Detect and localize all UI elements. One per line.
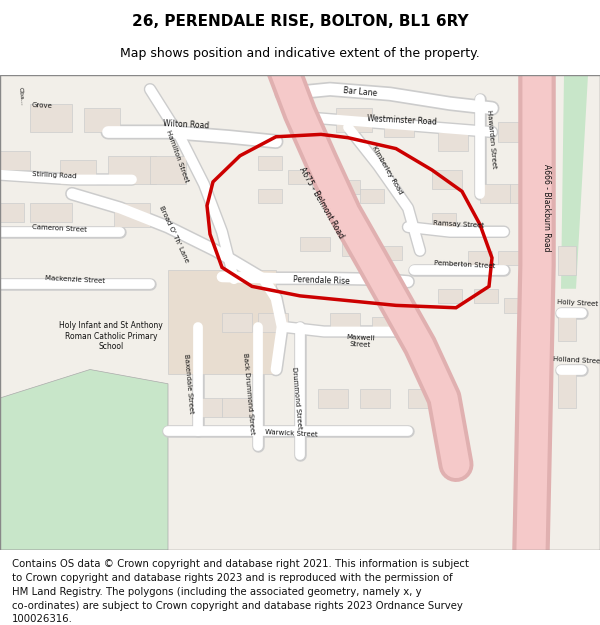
Text: Back Drummond Street: Back Drummond Street: [242, 352, 256, 434]
Bar: [432, 213, 456, 227]
Bar: [168, 270, 276, 374]
Bar: [558, 369, 576, 408]
Text: Cameron Street: Cameron Street: [32, 224, 88, 233]
Bar: [60, 161, 96, 184]
Text: co-ordinates) are subject to Crown copyright and database rights 2023 Ordnance S: co-ordinates) are subject to Crown copyr…: [12, 601, 463, 611]
Bar: [0, 151, 30, 170]
Bar: [384, 118, 414, 137]
Bar: [192, 398, 222, 417]
Bar: [480, 184, 510, 203]
Text: Oba...: Oba...: [17, 87, 25, 106]
Text: Hamilton Street: Hamilton Street: [165, 129, 189, 182]
Bar: [360, 389, 390, 408]
Text: 100026316.: 100026316.: [12, 614, 73, 624]
Bar: [432, 170, 462, 189]
Text: Kimberley Road: Kimberley Road: [371, 145, 403, 195]
Text: Mackenzie Street: Mackenzie Street: [45, 274, 105, 284]
Polygon shape: [561, 75, 588, 289]
Text: Holy Infant and St Anthony
Roman Catholic Primary
School: Holy Infant and St Anthony Roman Catholi…: [59, 321, 163, 351]
Text: Pemberton Street: Pemberton Street: [434, 261, 496, 269]
Bar: [336, 179, 360, 194]
Bar: [108, 156, 156, 184]
Text: A675 - Belmont Road: A675 - Belmont Road: [297, 166, 345, 241]
Text: Ramsay Street: Ramsay Street: [433, 220, 485, 229]
Bar: [222, 398, 252, 417]
Bar: [474, 289, 498, 303]
Bar: [330, 312, 360, 331]
Text: Hawarden Street: Hawarden Street: [487, 109, 497, 169]
Text: Perendale Rise: Perendale Rise: [292, 275, 350, 286]
Text: Map shows position and indicative extent of the property.: Map shows position and indicative extent…: [120, 48, 480, 61]
Bar: [372, 318, 402, 331]
Bar: [258, 189, 282, 203]
Text: Holly Street: Holly Street: [557, 299, 598, 307]
Text: to Crown copyright and database rights 2023 and is reproduced with the permissio: to Crown copyright and database rights 2…: [12, 573, 452, 583]
Text: Warwick Street: Warwick Street: [265, 429, 317, 438]
Text: Holland Street: Holland Street: [553, 356, 600, 364]
Text: Wilton Road: Wilton Road: [163, 119, 209, 131]
Bar: [84, 108, 120, 132]
Text: Contains OS data © Crown copyright and database right 2021. This information is : Contains OS data © Crown copyright and d…: [12, 559, 469, 569]
Bar: [438, 132, 468, 151]
Text: Broad O' Th' Lane: Broad O' Th' Lane: [158, 205, 190, 263]
Bar: [300, 236, 330, 251]
Bar: [258, 312, 288, 331]
Bar: [558, 318, 576, 341]
Bar: [342, 241, 372, 256]
Text: Drummond Street: Drummond Street: [291, 366, 303, 429]
Bar: [498, 122, 528, 141]
Text: A666 - Blackburn Road: A666 - Blackburn Road: [542, 164, 551, 252]
Bar: [0, 203, 24, 222]
Text: Bar Lane: Bar Lane: [343, 86, 377, 98]
Bar: [318, 389, 348, 408]
Text: Maxwell
Street: Maxwell Street: [346, 334, 374, 348]
Text: Grove: Grove: [31, 102, 53, 109]
Bar: [510, 184, 534, 203]
Bar: [558, 246, 576, 274]
Text: Baxendale Street: Baxendale Street: [184, 354, 194, 414]
Bar: [468, 251, 492, 265]
Bar: [288, 170, 312, 184]
Bar: [150, 156, 186, 184]
Bar: [30, 203, 72, 222]
Bar: [336, 108, 372, 132]
Bar: [504, 298, 528, 312]
Bar: [30, 104, 72, 132]
Bar: [222, 312, 252, 331]
Polygon shape: [0, 369, 168, 550]
Bar: [378, 246, 402, 260]
Bar: [498, 251, 522, 265]
Bar: [408, 389, 438, 408]
Bar: [258, 156, 282, 170]
Bar: [360, 189, 384, 203]
Bar: [438, 289, 462, 303]
Bar: [114, 203, 150, 227]
Text: Westminster Road: Westminster Road: [367, 114, 437, 126]
Text: HM Land Registry. The polygons (including the associated geometry, namely x, y: HM Land Registry. The polygons (includin…: [12, 587, 422, 597]
Bar: [312, 175, 336, 189]
Text: Stirling Road: Stirling Road: [32, 171, 76, 179]
Text: 26, PERENDALE RISE, BOLTON, BL1 6RY: 26, PERENDALE RISE, BOLTON, BL1 6RY: [131, 14, 469, 29]
